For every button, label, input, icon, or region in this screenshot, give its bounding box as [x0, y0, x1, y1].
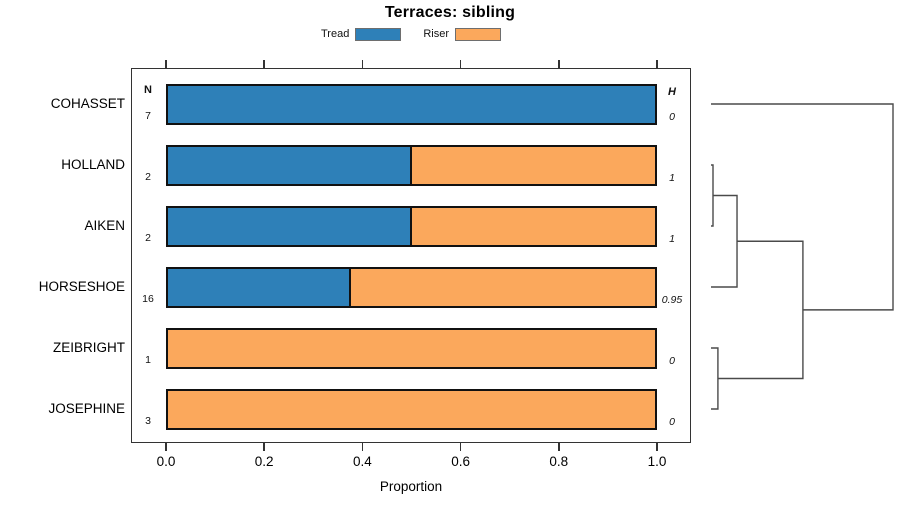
n-column-header: N — [144, 83, 152, 96]
bar-horseshoe — [166, 266, 657, 308]
h-value-holland: 1 — [669, 171, 675, 184]
x-axis-tick-bottom — [656, 443, 658, 451]
n-value-zeibright: 1 — [145, 353, 151, 366]
bar-segment-riser — [411, 146, 655, 184]
h-value-cohasset: 0 — [669, 110, 675, 123]
x-axis-tick-bottom — [165, 443, 167, 451]
x-axis-tick-top — [558, 60, 560, 68]
bar-josephine — [166, 388, 657, 430]
bar-cohasset — [166, 83, 657, 125]
legend-label-tread: Tread — [321, 28, 350, 40]
h-value-josephine: 0 — [669, 415, 675, 428]
bar-zeibright — [166, 327, 657, 369]
row-label-josephine: JOSEPHINE — [48, 401, 125, 416]
row-label-cohasset: COHASSET — [50, 96, 125, 111]
bar-segment-tread — [168, 85, 655, 123]
n-value-holland: 2 — [145, 170, 151, 183]
bar-segment-riser — [411, 207, 655, 245]
legend-swatch-tread — [355, 27, 402, 41]
x-axis-tick-bottom — [558, 443, 560, 451]
legend-item-riser: Riser — [423, 27, 501, 41]
legend-label-riser: Riser — [423, 28, 449, 40]
bar-segment-tread — [168, 207, 412, 245]
n-value-aiken: 2 — [145, 231, 151, 244]
x-axis-tick-label: 0.8 — [549, 454, 569, 469]
row-label-holland: HOLLAND — [61, 157, 125, 172]
row-label-zeibright: ZEIBRIGHT — [52, 340, 125, 355]
x-axis-tick-bottom — [459, 443, 462, 451]
x-axis-tick-bottom — [263, 443, 265, 451]
dendrogram-link-m5 — [711, 103, 894, 311]
row-label-aiken: AIKEN — [84, 218, 125, 233]
h-value-zeibright: 0 — [669, 354, 675, 367]
x-axis-tick-top — [656, 60, 658, 68]
bar-holland — [166, 144, 657, 186]
chart-title: Terraces: sibling — [384, 4, 516, 21]
x-axis-tick-label: 0.6 — [451, 454, 470, 469]
bar-segment-riser — [168, 390, 655, 428]
row-label-horseshoe: HORSESHOE — [38, 279, 125, 294]
legend: Tread Riser — [131, 26, 691, 42]
n-value-cohasset: 7 — [145, 109, 151, 122]
x-axis-title: Proportion — [379, 479, 443, 494]
h-column-header: H — [668, 85, 676, 98]
x-axis-tick-top — [459, 60, 462, 68]
x-axis-tick-bottom — [361, 443, 364, 451]
h-value-aiken: 1 — [669, 232, 675, 245]
x-axis-tick-label: 0.0 — [156, 454, 176, 469]
dendrogram-link-m1 — [711, 164, 714, 227]
legend-swatch-riser — [455, 27, 501, 41]
plot-area — [131, 68, 691, 443]
bar-segment-tread — [168, 268, 351, 306]
bar-segment-riser — [350, 268, 655, 306]
h-value-horseshoe: 0.95 — [661, 293, 683, 306]
x-axis-tick-label: 1.0 — [647, 454, 667, 469]
bar-segment-tread — [168, 146, 412, 184]
x-axis-tick-top — [165, 60, 167, 68]
x-axis-tick-top — [361, 60, 364, 68]
x-axis-tick-top — [263, 60, 265, 68]
bar-aiken — [166, 205, 657, 247]
dendrogram-link-m4 — [717, 240, 804, 380]
legend-item-tread: Tread — [321, 27, 402, 41]
x-axis-tick-label: 0.2 — [254, 454, 274, 469]
bar-segment-riser — [168, 329, 655, 367]
n-value-josephine: 3 — [145, 414, 151, 427]
dendrogram-link-m3 — [711, 194, 738, 288]
n-value-horseshoe: 16 — [142, 292, 154, 305]
x-axis-tick-label: 0.4 — [353, 454, 372, 469]
dendrogram-link-m2 — [711, 347, 719, 410]
